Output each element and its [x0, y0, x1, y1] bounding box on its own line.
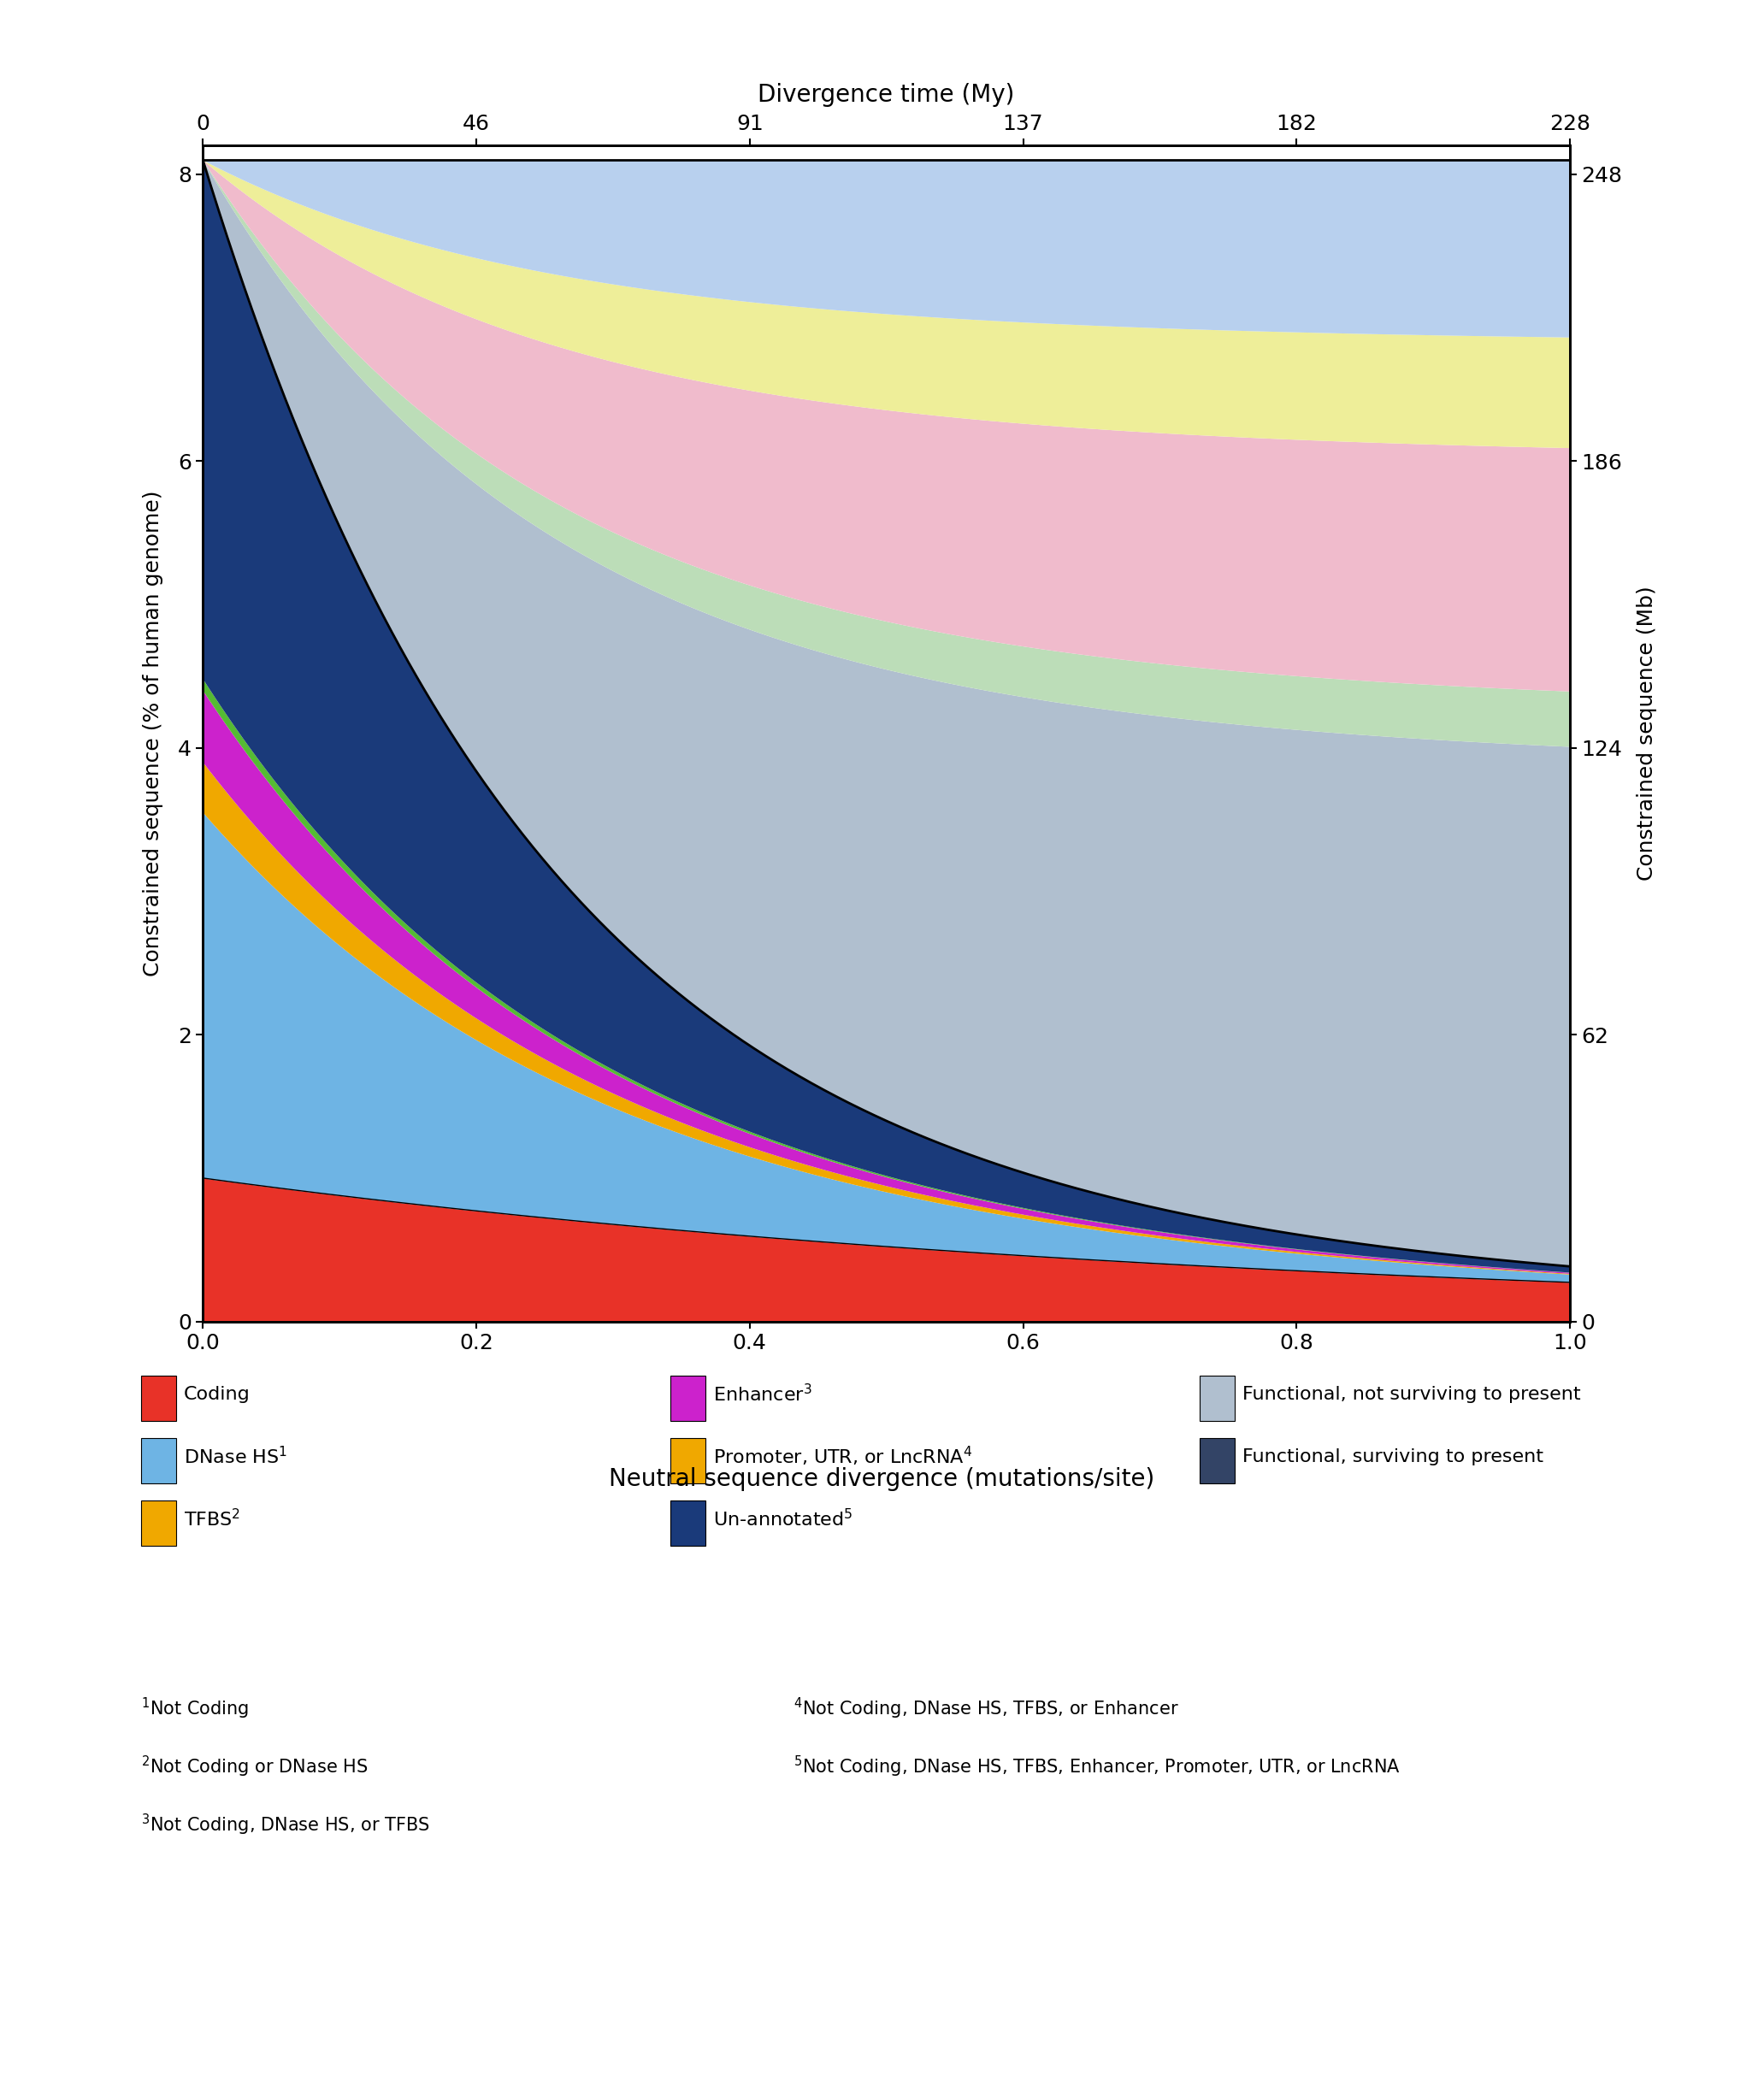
- Text: $^2$Not Coding or DNase HS: $^2$Not Coding or DNase HS: [141, 1754, 369, 1779]
- X-axis label: Divergence time (My): Divergence time (My): [759, 83, 1014, 106]
- Text: $^5$Not Coding, DNase HS, TFBS, Enhancer, Promoter, UTR, or LncRNA: $^5$Not Coding, DNase HS, TFBS, Enhancer…: [794, 1754, 1401, 1779]
- Text: Functional, surviving to present: Functional, surviving to present: [1242, 1448, 1544, 1465]
- Text: Neutral sequence divergence (mutations/site): Neutral sequence divergence (mutations/s…: [609, 1467, 1155, 1492]
- Text: TFBS$^2$: TFBS$^2$: [183, 1509, 240, 1530]
- Text: Promoter, UTR, or LncRNA$^4$: Promoter, UTR, or LncRNA$^4$: [713, 1444, 972, 1469]
- Text: DNase HS$^1$: DNase HS$^1$: [183, 1446, 288, 1467]
- Text: Functional, not surviving to present: Functional, not surviving to present: [1242, 1386, 1581, 1403]
- Y-axis label: Constrained sequence (Mb): Constrained sequence (Mb): [1637, 587, 1656, 880]
- Text: Un-annotated$^5$: Un-annotated$^5$: [713, 1509, 854, 1530]
- Text: $^3$Not Coding, DNase HS, or TFBS: $^3$Not Coding, DNase HS, or TFBS: [141, 1813, 430, 1838]
- Text: $^1$Not Coding: $^1$Not Coding: [141, 1696, 249, 1721]
- Text: Enhancer$^3$: Enhancer$^3$: [713, 1384, 811, 1405]
- Text: $^4$Not Coding, DNase HS, TFBS, or Enhancer: $^4$Not Coding, DNase HS, TFBS, or Enhan…: [794, 1696, 1178, 1721]
- Text: Coding: Coding: [183, 1386, 250, 1403]
- Y-axis label: Constrained sequence (% of human genome): Constrained sequence (% of human genome): [143, 491, 164, 976]
